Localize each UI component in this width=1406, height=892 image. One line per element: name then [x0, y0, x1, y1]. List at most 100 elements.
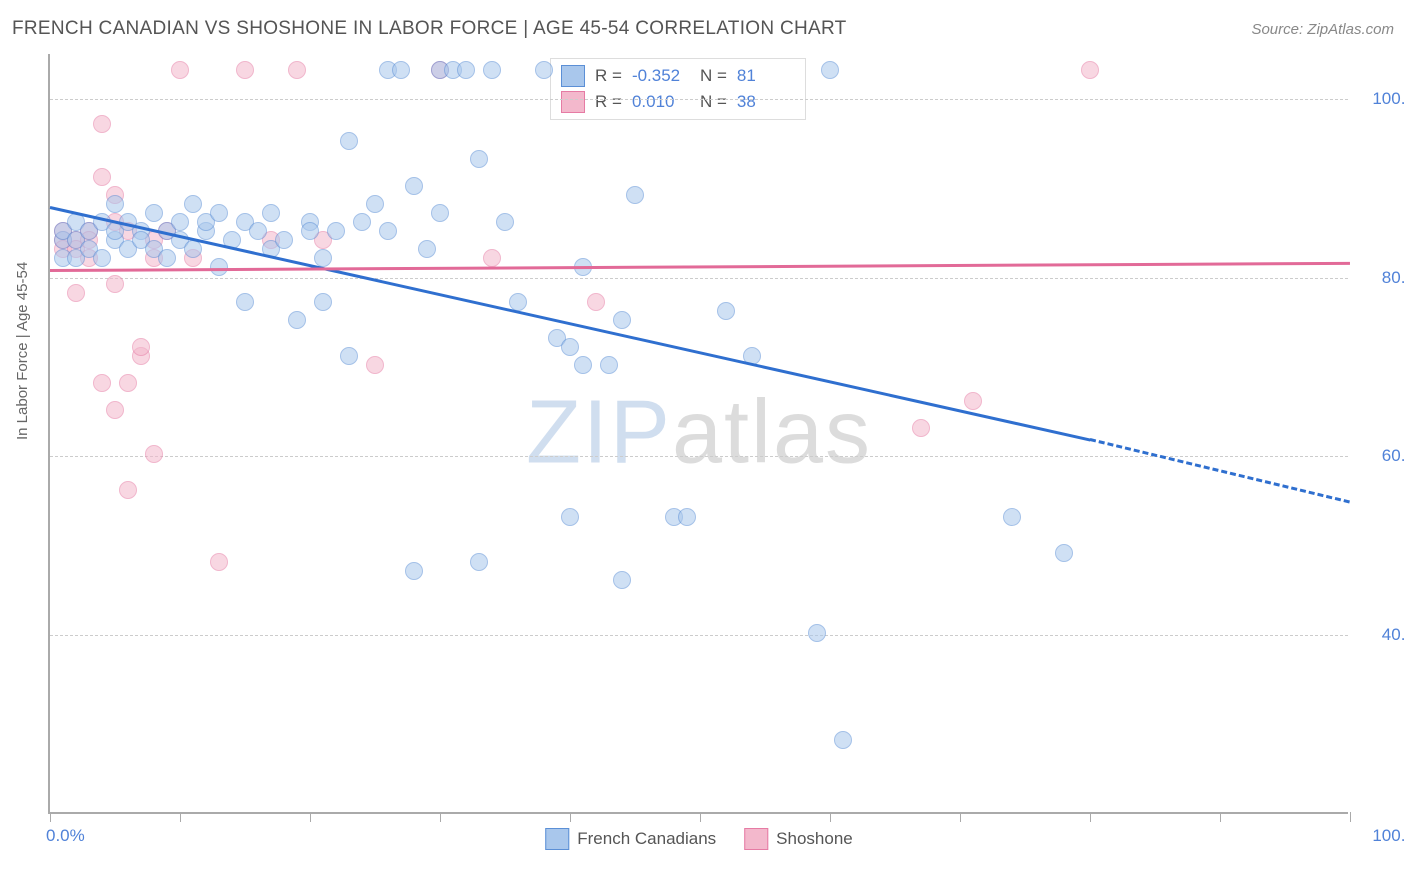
data-point-shoshone: [1081, 61, 1099, 79]
data-point-french-canadians: [366, 195, 384, 213]
data-point-french-canadians: [496, 213, 514, 231]
gridline: [50, 99, 1348, 100]
x-tick: [1220, 812, 1221, 822]
data-point-french-canadians: [353, 213, 371, 231]
data-point-french-canadians: [457, 61, 475, 79]
data-point-french-canadians: [275, 231, 293, 249]
data-point-french-canadians: [418, 240, 436, 258]
data-point-french-canadians: [210, 204, 228, 222]
data-point-shoshone: [67, 284, 85, 302]
x-tick: [830, 812, 831, 822]
legend-row-a: R = -0.352 N = 81: [561, 63, 795, 89]
data-point-french-canadians: [93, 249, 111, 267]
page-title: FRENCH CANADIAN VS SHOSHONE IN LABOR FOR…: [12, 18, 847, 40]
data-point-french-canadians: [327, 222, 345, 240]
data-point-french-canadians: [821, 61, 839, 79]
y-axis-label: In Labor Force | Age 45-54: [14, 262, 31, 440]
chart-plot-area: ZIPatlas R = -0.352 N = 81 R = 0.010 N =…: [48, 54, 1348, 814]
legend-item-b: Shoshone: [744, 828, 853, 850]
n-value-a: 81: [737, 66, 795, 86]
data-point-french-canadians: [301, 222, 319, 240]
x-axis-min-label: 0.0%: [46, 826, 85, 846]
data-point-french-canadians: [314, 293, 332, 311]
data-point-french-canadians: [405, 562, 423, 580]
data-point-french-canadians: [574, 356, 592, 374]
data-point-french-canadians: [249, 222, 267, 240]
data-point-french-canadians: [106, 195, 124, 213]
n-label: N =: [700, 66, 727, 86]
gridline: [50, 278, 1348, 279]
data-point-french-canadians: [340, 132, 358, 150]
data-point-french-canadians: [613, 571, 631, 589]
data-point-french-canadians: [158, 249, 176, 267]
data-point-french-canadians: [171, 213, 189, 231]
legend-label-a: French Canadians: [577, 829, 716, 849]
data-point-french-canadians: [236, 293, 254, 311]
swatch-shoshone: [744, 828, 768, 850]
data-point-shoshone: [119, 374, 137, 392]
data-point-french-canadians: [210, 258, 228, 276]
data-point-french-canadians: [561, 508, 579, 526]
data-point-french-canadians: [535, 61, 553, 79]
x-tick: [180, 812, 181, 822]
y-tick-label: 60.0%: [1382, 446, 1406, 466]
data-point-shoshone: [366, 356, 384, 374]
data-point-shoshone: [145, 445, 163, 463]
data-point-french-canadians: [1055, 544, 1073, 562]
r-value-b: 0.010: [632, 92, 690, 112]
data-point-shoshone: [171, 61, 189, 79]
data-point-shoshone: [964, 392, 982, 410]
data-point-french-canadians: [184, 195, 202, 213]
series-legend: French Canadians Shoshone: [545, 828, 853, 850]
data-point-french-canadians: [470, 150, 488, 168]
x-axis-max-label: 100.0%: [1372, 826, 1406, 846]
correlation-legend: R = -0.352 N = 81 R = 0.010 N = 38: [550, 58, 806, 120]
trendline-french-canadians-extrapolated: [1090, 439, 1351, 505]
data-point-shoshone: [210, 553, 228, 571]
data-point-shoshone: [132, 338, 150, 356]
data-point-french-canadians: [717, 302, 735, 320]
x-tick: [1350, 812, 1351, 822]
data-point-french-canadians: [379, 222, 397, 240]
data-point-french-canadians: [808, 624, 826, 642]
r-value-a: -0.352: [632, 66, 690, 86]
data-point-french-canadians: [288, 311, 306, 329]
swatch-french-canadians: [545, 828, 569, 850]
data-point-french-canadians: [262, 204, 280, 222]
data-point-shoshone: [236, 61, 254, 79]
y-tick-label: 40.0%: [1382, 625, 1406, 645]
data-point-shoshone: [587, 293, 605, 311]
x-tick: [700, 812, 701, 822]
watermark-logo: ZIPatlas: [526, 382, 872, 485]
data-point-shoshone: [106, 275, 124, 293]
data-point-french-canadians: [600, 356, 618, 374]
x-tick: [50, 812, 51, 822]
data-point-shoshone: [912, 419, 930, 437]
data-point-french-canadians: [145, 204, 163, 222]
data-point-shoshone: [93, 374, 111, 392]
data-point-french-canadians: [613, 311, 631, 329]
x-tick: [570, 812, 571, 822]
r-label: R =: [595, 92, 622, 112]
data-point-french-canadians: [431, 204, 449, 222]
x-tick: [1090, 812, 1091, 822]
swatch-shoshone: [561, 91, 585, 113]
data-point-shoshone: [93, 115, 111, 133]
data-point-french-canadians: [405, 177, 423, 195]
r-label: R =: [595, 66, 622, 86]
trendline-french-canadians: [50, 206, 1091, 441]
data-point-french-canadians: [470, 553, 488, 571]
data-point-french-canadians: [834, 731, 852, 749]
y-tick-label: 100.0%: [1372, 89, 1406, 109]
data-point-french-canadians: [314, 249, 332, 267]
legend-item-a: French Canadians: [545, 828, 716, 850]
data-point-french-canadians: [483, 61, 501, 79]
data-point-french-canadians: [561, 338, 579, 356]
y-tick-label: 80.0%: [1382, 268, 1406, 288]
x-tick: [440, 812, 441, 822]
data-point-shoshone: [119, 481, 137, 499]
data-point-shoshone: [93, 168, 111, 186]
n-label: N =: [700, 92, 727, 112]
legend-row-b: R = 0.010 N = 38: [561, 89, 795, 115]
data-point-french-canadians: [392, 61, 410, 79]
